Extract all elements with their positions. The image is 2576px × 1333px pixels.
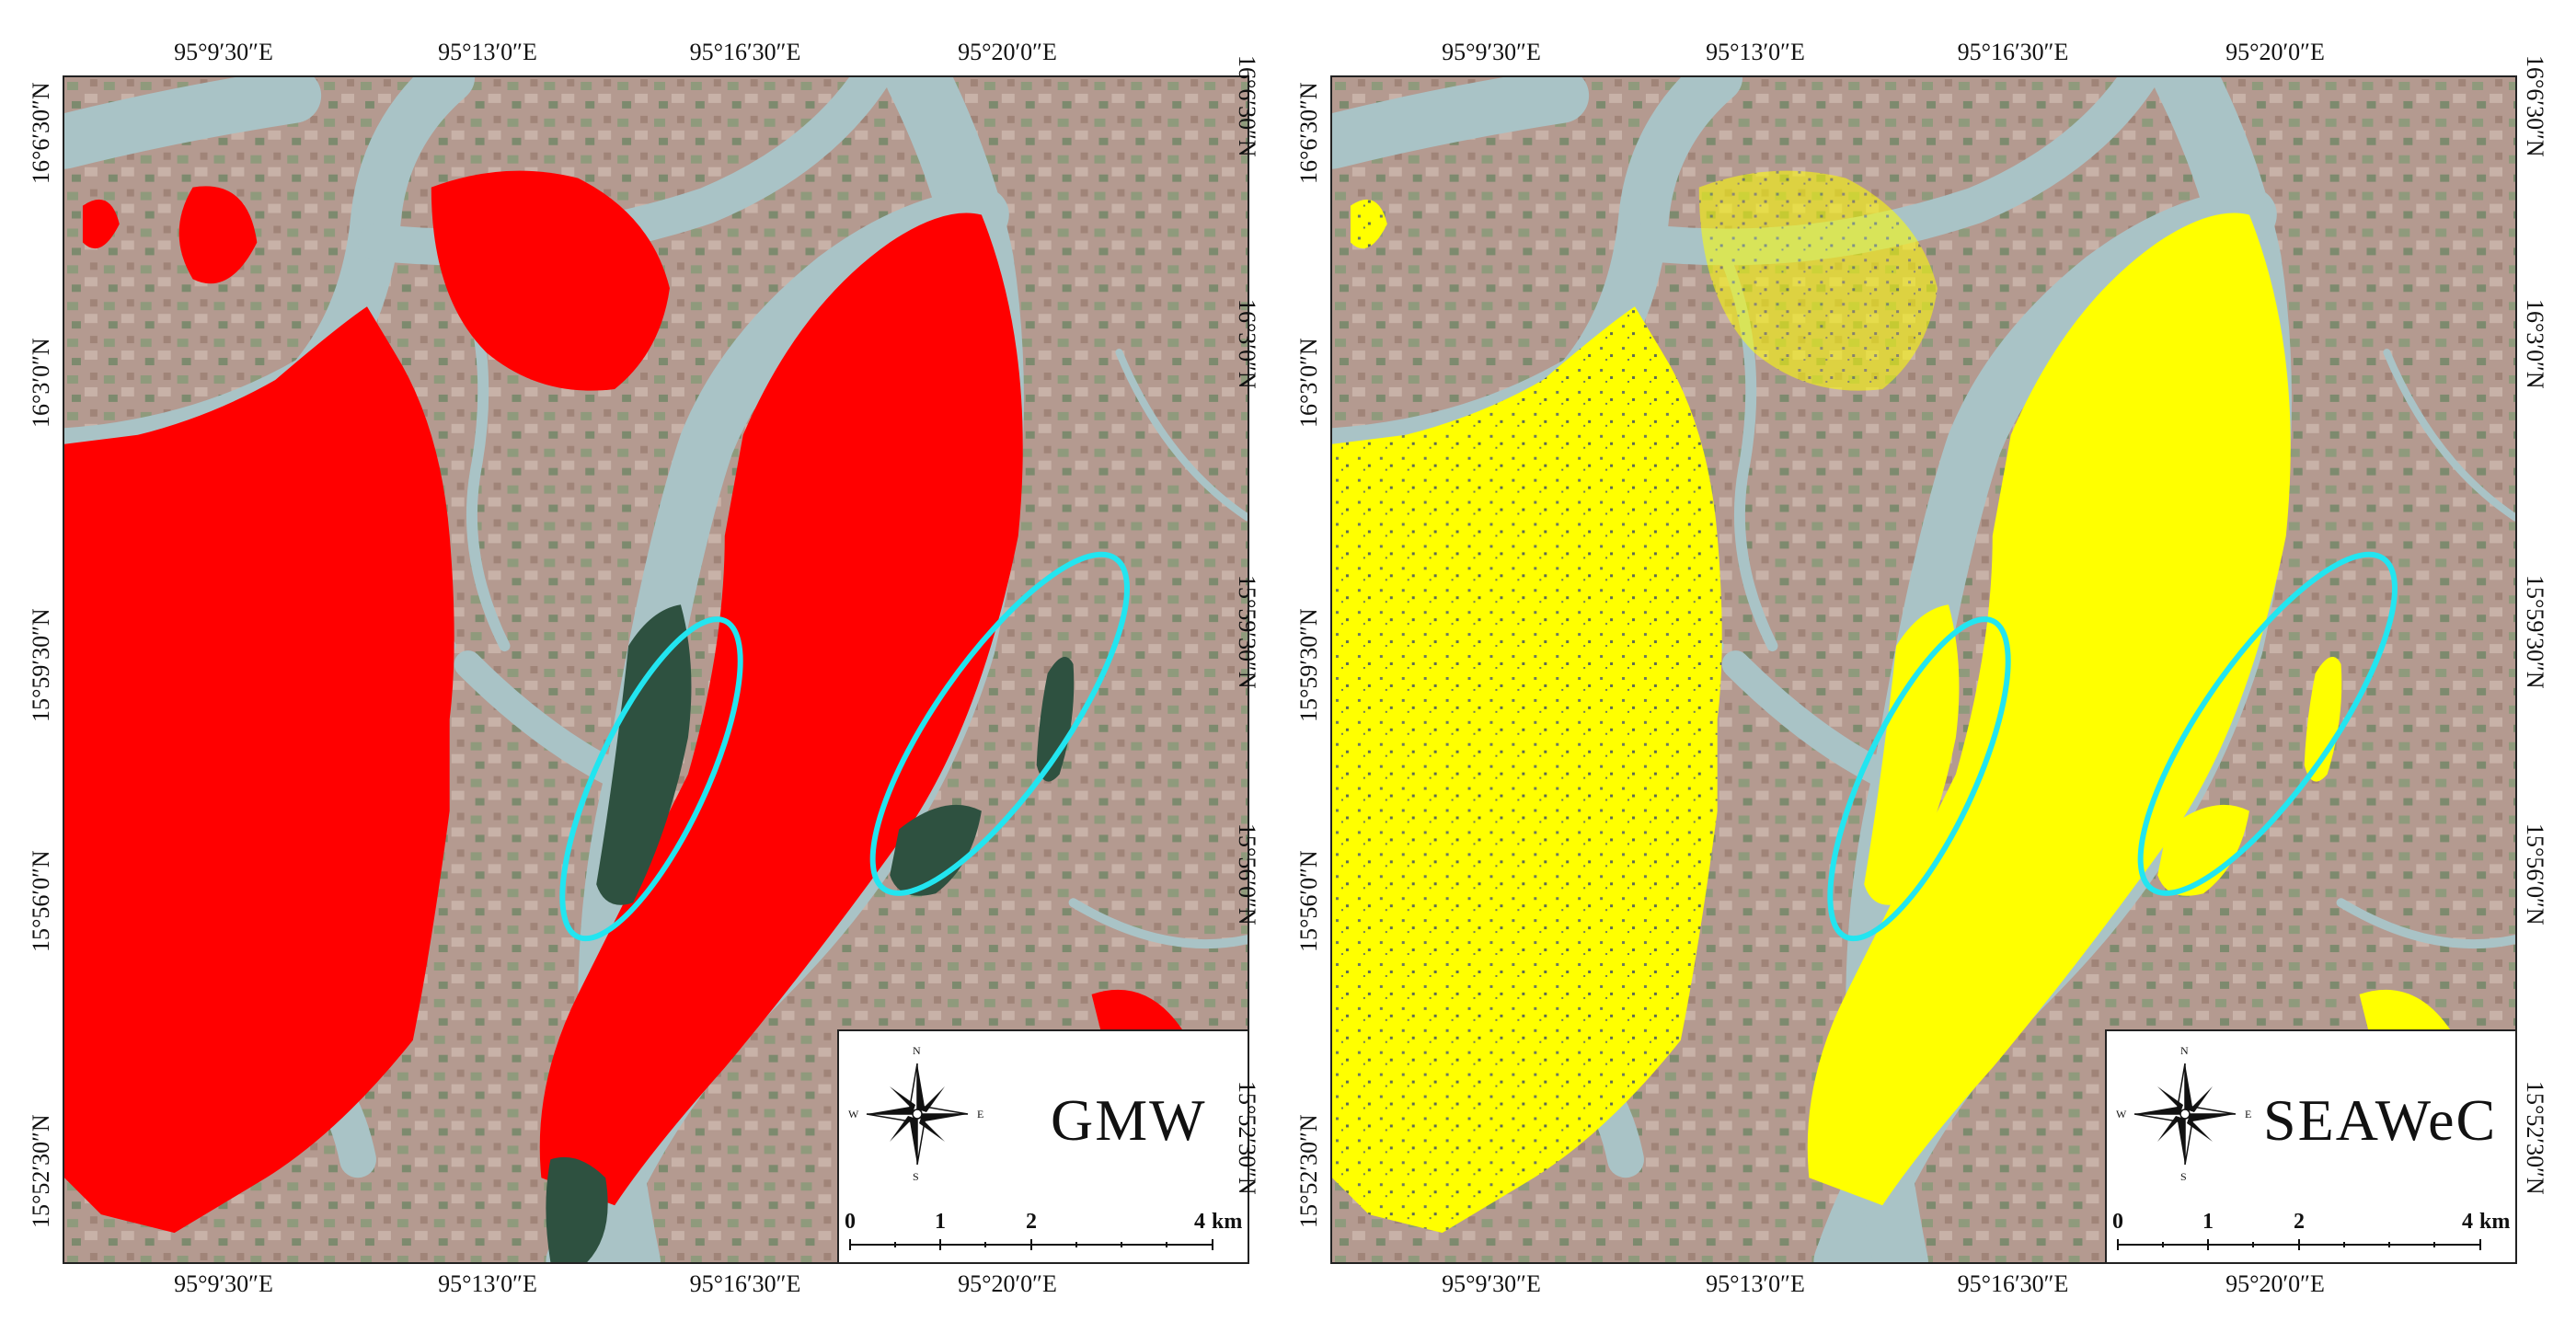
y-tick-right: 16°6′30″N (2522, 55, 2548, 157)
y-tick-left: 16°3′0″N (28, 338, 54, 428)
y-tick-left: 15°56′0″N (28, 850, 54, 952)
north-label: N (2180, 1044, 2189, 1057)
scale-label-4: 4 (1194, 1210, 1205, 1234)
north-label: N (913, 1044, 921, 1057)
x-tick-bottom: 95°13′0″E (438, 1270, 537, 1297)
y-tick-right: 15°56′0″N (1234, 823, 1260, 925)
scale-bar (849, 1239, 1213, 1250)
x-tick-bottom: 95°9′30″E (1442, 1270, 1541, 1297)
y-tick-right: 15°52′30″N (1234, 1081, 1260, 1195)
map-panel-gmw: N S E W GMW 0 1 2 4 km 95°9′30″E 95 (28, 39, 1260, 1297)
x-tick-bottom: 95°13′0″E (1706, 1270, 1805, 1297)
south-label: S (2180, 1170, 2187, 1183)
highlight-ellipses (559, 551, 1131, 942)
scale-label-4: 4 (2462, 1210, 2473, 1234)
x-tick-bottom: 95°20′0″E (2225, 1270, 2325, 1297)
y-tick-left: 16°3′0″N (1295, 338, 1322, 428)
south-label: S (913, 1170, 919, 1183)
y-tick-right: 15°59′30″N (1234, 575, 1260, 689)
x-tick-top: 95°20′0″E (958, 39, 1057, 65)
x-tick-bottom: 95°20′0″E (958, 1270, 1057, 1297)
map-frame: N S E W GMW 0 1 2 4 km (63, 75, 1249, 1264)
scale-label-0: 0 (2112, 1210, 2123, 1234)
west-label: W (848, 1108, 859, 1120)
y-tick-right: 15°59′30″N (2522, 575, 2548, 689)
y-tick-left: 16°6′30″N (1295, 82, 1322, 184)
scale-unit: km (2479, 1210, 2511, 1234)
y-tick-left: 16°6′30″N (28, 82, 54, 184)
scale-label-1: 1 (935, 1210, 946, 1234)
legend-box: N S E W SEAWeC 0 1 2 4 km (2105, 1029, 2515, 1262)
y-tick-left: 15°59′30″N (28, 608, 54, 722)
dataset-title: SEAWeC (2263, 1087, 2498, 1153)
x-tick-bottom: 95°16′30″E (1957, 1270, 2069, 1297)
y-tick-right: 16°3′0″N (1234, 299, 1260, 389)
x-tick-top: 95°9′30″E (1442, 39, 1541, 65)
legend-box: N S E W GMW 0 1 2 4 km (837, 1029, 1248, 1262)
scale-label-0: 0 (845, 1210, 856, 1234)
scale-label-2: 2 (2294, 1210, 2305, 1234)
y-tick-left: 15°59′30″N (1295, 608, 1322, 722)
x-tick-bottom: 95°9′30″E (174, 1270, 273, 1297)
scale-label-1: 1 (2202, 1210, 2214, 1234)
x-tick-top: 95°13′0″E (1706, 39, 1805, 65)
dataset-title: GMW (1051, 1087, 1207, 1153)
west-label: W (2116, 1108, 2127, 1120)
y-tick-right: 16°3′0″N (2522, 299, 2548, 389)
compass-rose-icon (866, 1063, 969, 1166)
scale-label-2: 2 (1026, 1210, 1037, 1234)
x-tick-top: 95°16′30″E (1957, 39, 2069, 65)
map-frame: N S E W SEAWeC 0 1 2 4 km (1330, 75, 2517, 1264)
y-tick-left: 15°56′0″N (1295, 850, 1322, 952)
east-label: E (977, 1108, 984, 1120)
x-tick-top: 95°13′0″E (438, 39, 537, 65)
y-tick-left: 15°52′30″N (1295, 1114, 1322, 1228)
y-tick-right: 16°6′30″N (1234, 55, 1260, 157)
x-tick-top: 95°20′0″E (2225, 39, 2325, 65)
y-tick-right: 15°56′0″N (2522, 823, 2548, 925)
scale-unit: km (1212, 1210, 1243, 1234)
east-label: E (2245, 1108, 2252, 1120)
compass-rose-icon (2133, 1063, 2237, 1166)
scale-bar (2117, 1239, 2481, 1250)
highlight-ellipses (1827, 551, 2398, 942)
y-tick-right: 15°52′30″N (2522, 1081, 2548, 1195)
mangrove-extent (1332, 170, 1938, 1234)
y-tick-left: 15°52′30″N (28, 1114, 54, 1228)
x-tick-top: 95°9′30″E (174, 39, 273, 65)
map-panel-seawec: N S E W SEAWeC 0 1 2 4 km 95°9′30″E 95 (1268, 0, 2576, 1333)
x-tick-top: 95°16′30″E (689, 39, 801, 65)
x-tick-bottom: 95°16′30″E (689, 1270, 801, 1297)
